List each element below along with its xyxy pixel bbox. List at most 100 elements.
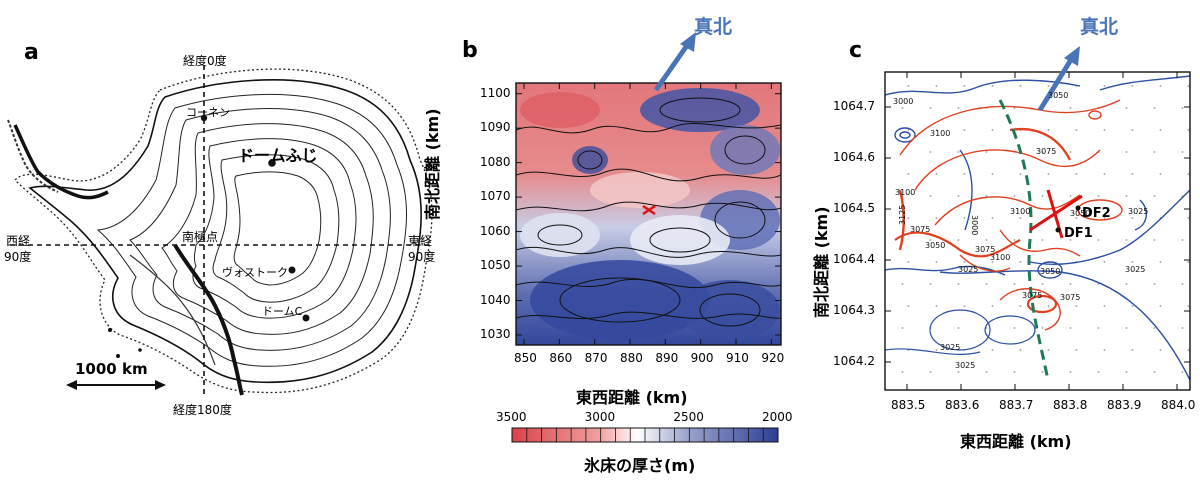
elevation-contour	[212, 154, 340, 303]
y-tick-label: 1070	[480, 189, 511, 204]
vostok-marker	[288, 266, 296, 274]
kohnen-marker	[200, 114, 208, 122]
x-tick-label: 883.7	[999, 398, 1034, 412]
panel-a-letter: a	[24, 40, 39, 65]
contour-label: 3025	[955, 361, 975, 370]
scale-bar-arrow-left	[66, 380, 77, 390]
panel-c-ylabel: 南北距離 (km)	[812, 206, 831, 318]
y-tick-label: 1064.6	[833, 150, 875, 164]
vostok-label: ヴォストーク	[222, 266, 288, 279]
df1-label: DF1	[1064, 226, 1093, 241]
west-90-label-line2: 90度	[4, 250, 32, 264]
elevation-contour	[192, 138, 357, 319]
contour-label: 3100	[1010, 207, 1030, 216]
panel-b-xlabel: 東西距離 (km)	[576, 388, 688, 407]
y-tick-label: 1100	[480, 85, 511, 100]
contour-label: 3075	[1060, 293, 1080, 302]
contour-label: 3000	[970, 215, 979, 235]
y-tick-label: 1064.7	[833, 99, 875, 113]
y-tick-label: 1064.4	[833, 252, 875, 266]
contour-label: 3075	[975, 245, 995, 254]
colorbar-tick-label: 2000	[762, 410, 793, 424]
kohnen-label: コーネン	[186, 106, 230, 119]
scale-bar-label: 1000 km	[75, 360, 148, 378]
panel-b-frame	[515, 82, 782, 346]
meridian-0-label: 経度0度	[183, 54, 227, 68]
x-tick-label: 900	[690, 351, 714, 365]
colorbar-tick-label: 2500	[673, 410, 704, 424]
east-90-label-line1: 東経	[408, 234, 433, 248]
contour-label: 3050	[1040, 267, 1060, 276]
panel-c-letter: c	[849, 38, 863, 63]
ross-ice-shelf-edge	[129, 254, 216, 366]
contour-label: 3075	[1022, 291, 1042, 300]
peninsula-coast-detail	[7, 119, 59, 193]
y-tick-label: 1090	[480, 120, 511, 135]
x-tick-label: 883.5	[891, 398, 926, 412]
contour-label: 3100	[990, 253, 1010, 262]
contour-label: 3075	[1036, 147, 1056, 156]
y-tick-label: 1050	[480, 258, 511, 273]
antarctic-peninsula	[13, 124, 109, 200]
dome-fuji-marker	[268, 159, 276, 167]
y-tick-label: 1060	[480, 223, 511, 238]
colorbar-tick-label: 3000	[584, 410, 616, 424]
contour-label: 3000	[893, 97, 913, 106]
west-90-label-line1: 西経	[6, 234, 31, 248]
panel-b-letter: b	[462, 38, 478, 63]
x-tick-label: 910	[726, 351, 749, 365]
dome-c-label: ドームC	[262, 305, 303, 318]
y-tick-label: 1064.2	[833, 354, 875, 368]
south-pole-label: 南極点	[182, 230, 219, 244]
x-tick-label: 883.9	[1107, 398, 1142, 412]
y-tick-label: 1064.3	[833, 303, 875, 317]
x-tick-label: 860	[549, 351, 573, 365]
true-north-label-c: 真北	[1080, 16, 1119, 38]
df1-marker	[1055, 227, 1061, 233]
contour-label: 3025	[958, 265, 978, 274]
contour-label: 3050	[1070, 209, 1090, 218]
elevation-contour	[96, 94, 408, 367]
coastline	[28, 79, 422, 384]
true-north-arrow-b	[653, 42, 691, 92]
ice-flow-path	[998, 99, 1050, 381]
meridian-180-label: 経度180度	[173, 403, 232, 417]
y-tick-label: 1030	[480, 327, 511, 341]
dome-c-marker	[302, 314, 310, 322]
panel-c-xlabel: 東西距離 (km)	[960, 432, 1072, 451]
x-tick-label: 883.8	[1053, 398, 1088, 412]
contour-label: 3025	[940, 343, 960, 352]
x-tick-label: 890	[655, 351, 679, 365]
x-tick-label: 870	[584, 351, 608, 365]
x-tick-label: 883.6	[945, 398, 980, 412]
elevation-contour	[233, 171, 322, 286]
contour-label: 3025	[1125, 265, 1145, 274]
scale-bar-arrow-right	[155, 380, 166, 390]
x-tick-label: 884.0	[1161, 398, 1196, 412]
colorbar-label: 氷床の厚さ(m)	[584, 456, 696, 475]
panel-c-frame	[884, 71, 1191, 391]
x-tick-label: 880	[620, 351, 643, 365]
x-tick-label: 920	[761, 351, 785, 365]
df2-label: DF2	[1082, 206, 1111, 221]
true-north-label-b: 真北	[694, 16, 733, 38]
df2-marker	[1075, 205, 1081, 211]
elevation-contour	[129, 108, 391, 351]
dome-fuji-label: ドームふじ	[238, 146, 318, 165]
ross-coast	[173, 243, 244, 396]
y-tick-label: 1080	[480, 154, 511, 169]
east-90-label-line2: 90度	[408, 250, 436, 264]
true-north-arrow-c	[1037, 56, 1075, 112]
y-tick-label: 1064.5	[833, 201, 875, 215]
contour-label: 3100	[895, 188, 915, 197]
contour-label: 3050	[1048, 91, 1068, 100]
contour-label: 3075	[910, 225, 930, 234]
contour-label: 3125	[898, 205, 907, 225]
contour-label: 3025	[1128, 207, 1148, 216]
x-tick-label: 850	[514, 351, 537, 365]
colorbar-tick-label: 3500	[496, 410, 527, 424]
contour-label: 3050	[925, 241, 945, 250]
